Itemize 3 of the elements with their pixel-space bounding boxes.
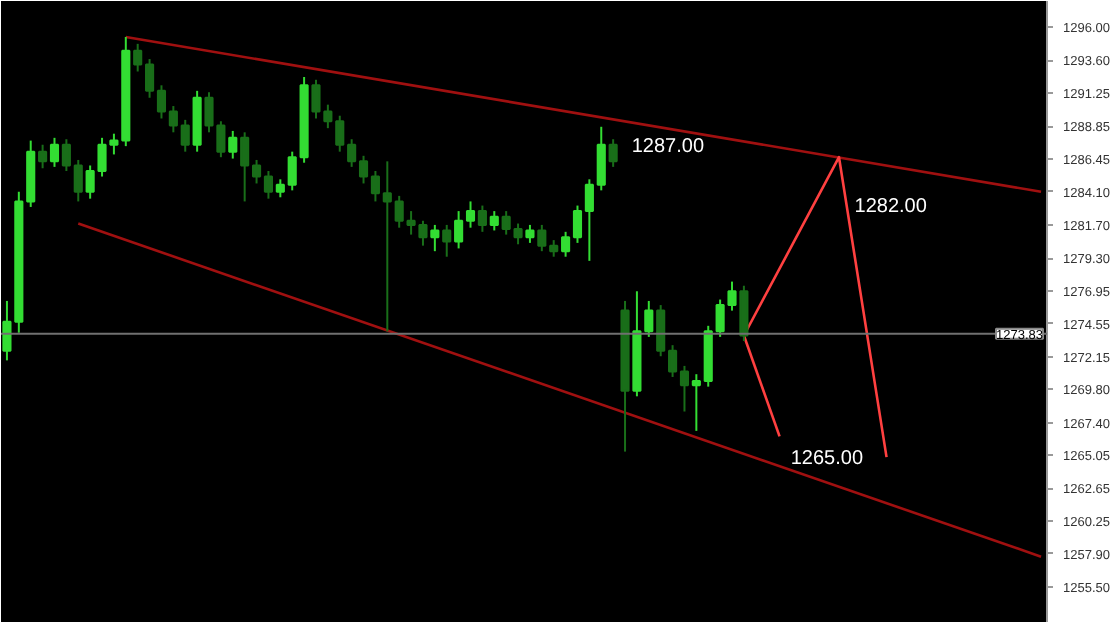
annotation: 1265.00	[790, 447, 864, 470]
annotation: 1282.00	[854, 196, 928, 219]
annotation: 1287.00	[631, 136, 705, 159]
